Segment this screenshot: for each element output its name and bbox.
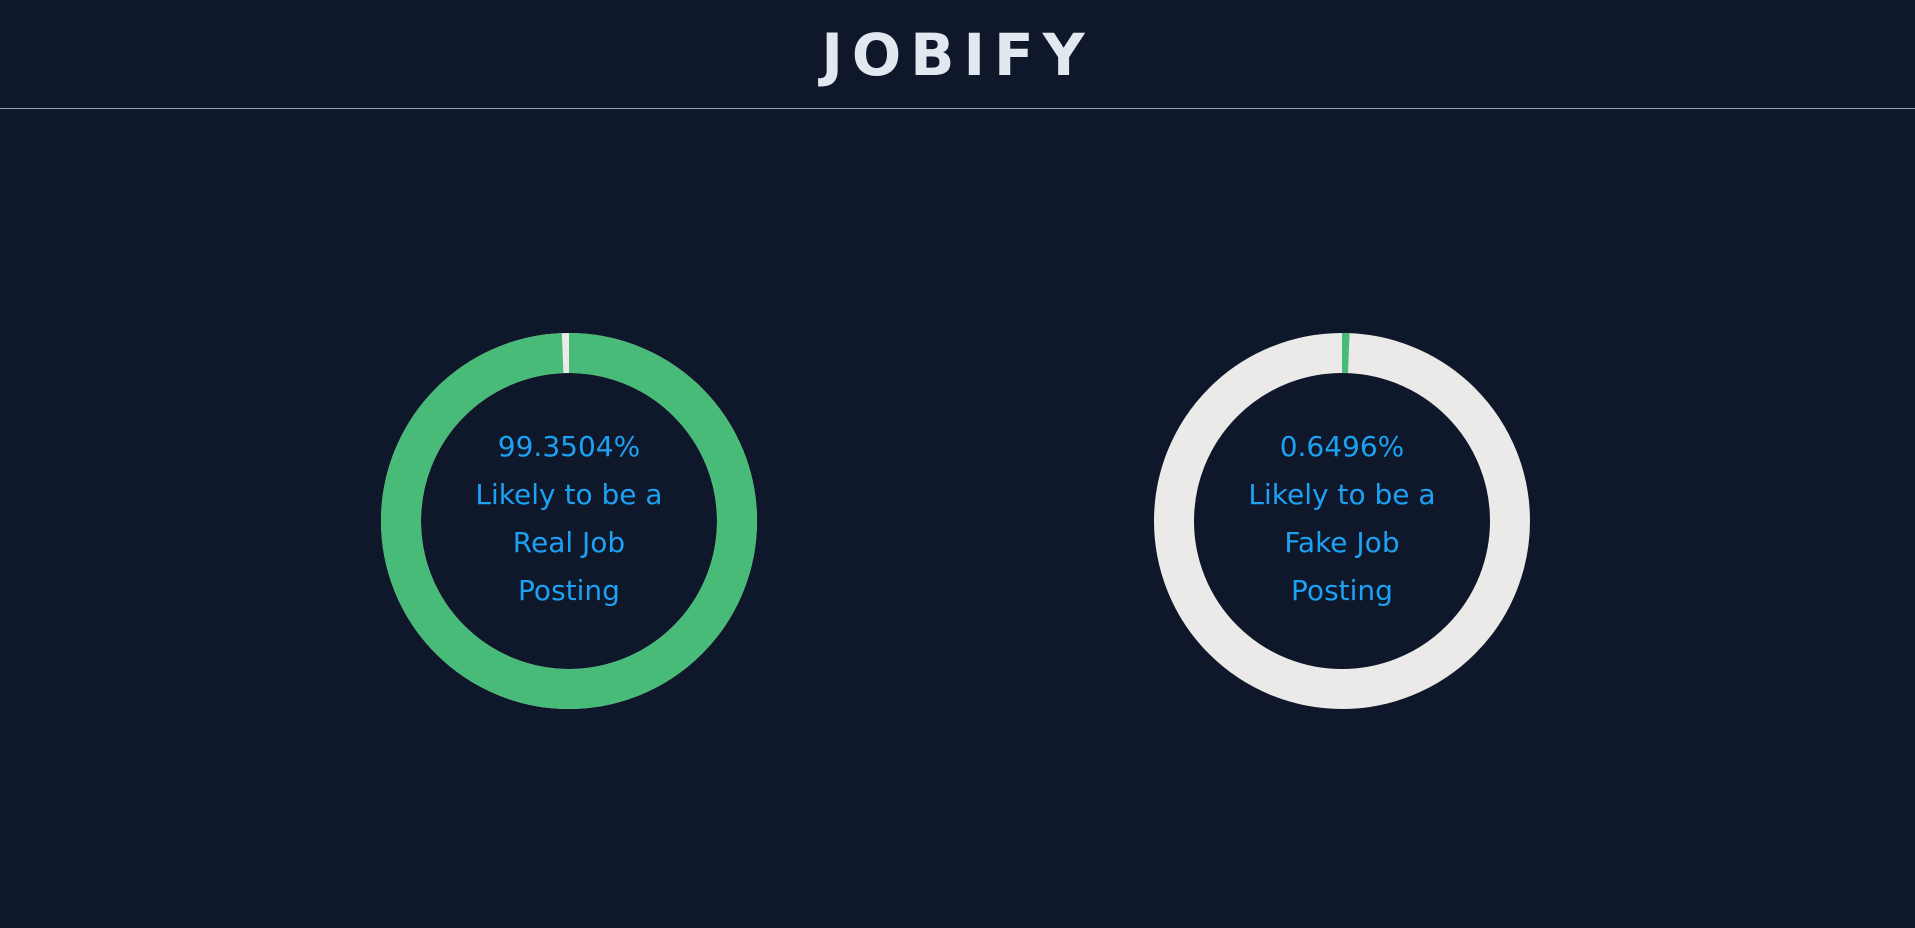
fake-job-donut-svg: [1154, 333, 1530, 709]
fake-donut-fake-segment[interactable]: [1154, 333, 1530, 709]
real-job-donut-svg: [381, 333, 757, 709]
fake-result-label: 0.6496% Likely to be a Fake Job Posting: [1212, 423, 1472, 615]
app-title: JOBIFY: [821, 21, 1094, 89]
real-result-label: 99.3504% Likely to be a Real Job Posting: [439, 423, 699, 615]
fake-job-donut-chart: 0.6496% Likely to be a Fake Job Posting: [1154, 333, 1530, 709]
real-job-donut-chart: 99.3504% Likely to be a Real Job Posting: [381, 333, 757, 709]
fake-percent: 0.6496%: [1279, 430, 1405, 463]
real-percent: 99.3504%: [497, 430, 641, 463]
real-line-1: Likely to be a: [475, 478, 663, 511]
app-header: JOBIFY: [0, 0, 1915, 109]
real-donut-real-segment[interactable]: [381, 333, 757, 709]
fake-line-1: Likely to be a: [1248, 478, 1436, 511]
fake-line-2: Fake Job: [1284, 526, 1400, 559]
fake-line-3: Posting: [1291, 574, 1393, 607]
real-line-3: Posting: [518, 574, 620, 607]
real-line-2: Real Job: [512, 526, 626, 559]
